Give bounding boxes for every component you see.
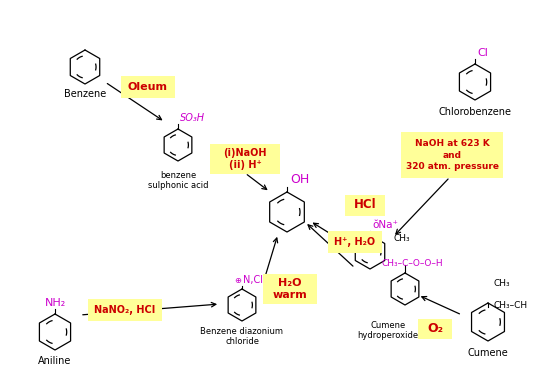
Text: Cl: Cl — [477, 48, 488, 58]
Text: CH₃–C–O–O–H: CH₃–C–O–O–H — [382, 259, 444, 268]
Text: CH₃–CH: CH₃–CH — [493, 302, 527, 311]
Text: OH: OH — [290, 173, 309, 186]
Text: SO₃H: SO₃H — [180, 113, 205, 123]
Text: Oleum: Oleum — [128, 82, 168, 92]
Text: CH₃: CH₃ — [394, 234, 410, 243]
Text: (i)NaOH
(ii) H⁺: (i)NaOH (ii) H⁺ — [223, 148, 267, 170]
Text: NaNO₂, HCl: NaNO₂, HCl — [95, 305, 156, 315]
Text: benzene
sulphonic acid: benzene sulphonic acid — [148, 171, 208, 190]
Text: Benzene diazonium
chloride: Benzene diazonium chloride — [200, 327, 283, 346]
Text: NaOH at 623 K
and
320 atm. pressure: NaOH at 623 K and 320 atm. pressure — [405, 139, 498, 171]
Text: Cumene
hydroperoxide: Cumene hydroperoxide — [357, 321, 418, 340]
FancyBboxPatch shape — [401, 132, 503, 178]
FancyBboxPatch shape — [328, 231, 382, 253]
FancyBboxPatch shape — [88, 299, 162, 321]
Text: ŏNa⁺: ŏNa⁺ — [372, 220, 398, 230]
Text: Chlorobenzene: Chlorobenzene — [438, 107, 511, 117]
FancyBboxPatch shape — [345, 195, 385, 216]
Text: H⁺, H₂O: H⁺, H₂O — [334, 237, 376, 247]
Text: CH₃: CH₃ — [493, 279, 510, 288]
Text: Benzene: Benzene — [64, 89, 106, 99]
Text: Cumene: Cumene — [468, 348, 508, 358]
Text: N,Cl: N,Cl — [243, 275, 263, 285]
FancyBboxPatch shape — [210, 144, 280, 174]
Text: Aniline: Aniline — [38, 356, 72, 366]
Text: NH₂: NH₂ — [44, 298, 66, 308]
FancyBboxPatch shape — [263, 274, 317, 304]
Text: ⊕: ⊕ — [235, 276, 241, 285]
Text: HCl: HCl — [354, 199, 376, 211]
Text: O₂: O₂ — [427, 322, 443, 336]
Text: H₂O
warm: H₂O warm — [273, 278, 307, 300]
FancyBboxPatch shape — [121, 76, 175, 98]
FancyBboxPatch shape — [418, 319, 452, 339]
